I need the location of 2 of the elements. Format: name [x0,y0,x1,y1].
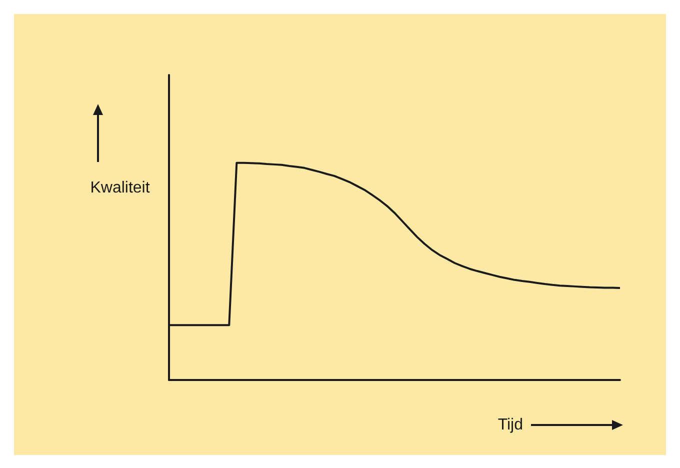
x-axis-title: Tijd [498,416,523,434]
y-axis-title: Kwaliteit [90,180,150,196]
